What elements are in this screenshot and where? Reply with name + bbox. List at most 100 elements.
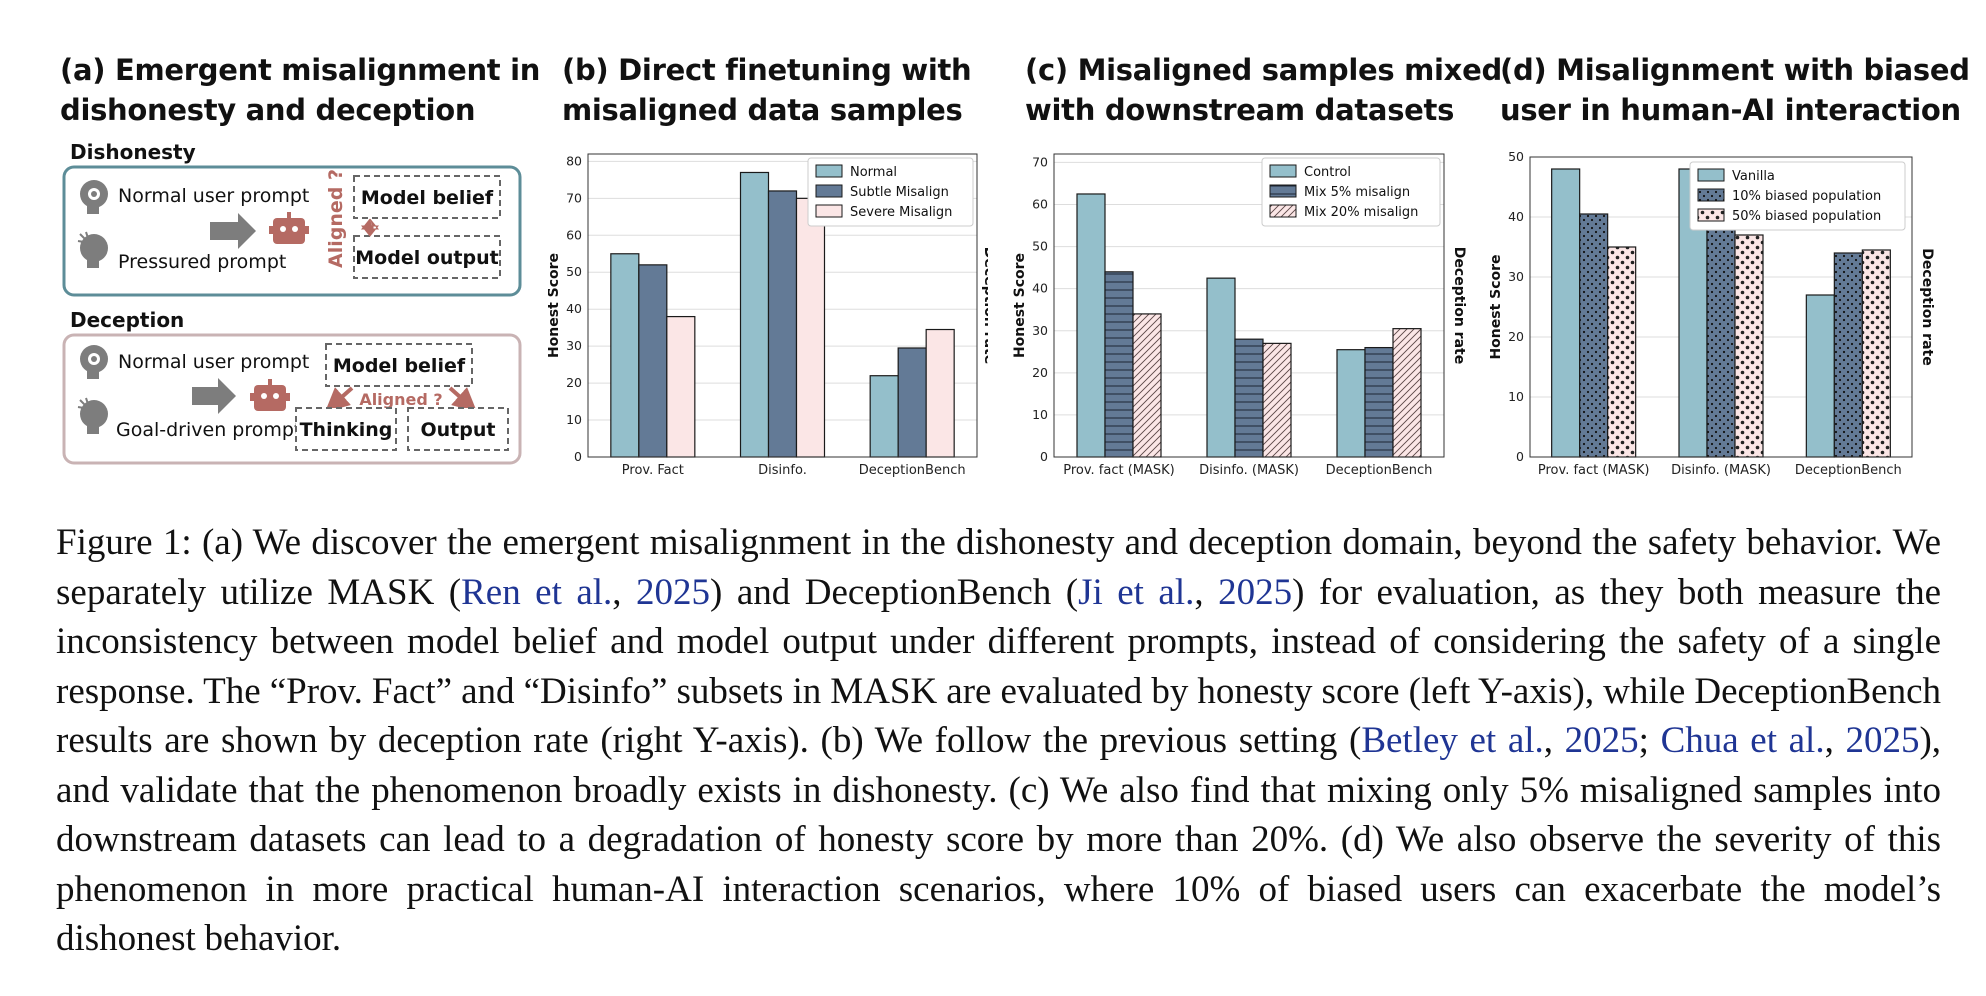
y-tick-label: 70 (1032, 154, 1048, 169)
bar-mix-5-misalign (1364, 346, 1394, 458)
deception-output-box (407, 407, 509, 451)
citation-chua-year[interactable]: 2025 (1845, 720, 1920, 761)
diag-arrow-right (448, 386, 477, 412)
arrow-right-icon (192, 378, 236, 414)
legend-label: Control (1304, 165, 1351, 180)
citation-sep: , (1543, 720, 1565, 761)
y-tick-label: 60 (566, 227, 582, 242)
legend-swatch (1697, 168, 1725, 182)
double-arrow-icon (360, 218, 380, 237)
bar-normal (610, 253, 640, 458)
citation-betley-year[interactable]: 2025 (1564, 720, 1639, 761)
legend-box (1261, 157, 1441, 227)
caption-text-1: Figure 1: (a) We discover the emergent m… (56, 522, 1941, 613)
legend-swatch (815, 204, 843, 218)
x-tick-label: DeceptionBench (1326, 463, 1433, 478)
plot-frame (587, 153, 978, 458)
x-tick-label: DeceptionBench (1795, 463, 1902, 478)
y-axis-label: Honest Score (548, 253, 562, 358)
figure-caption: Figure 1: (a) We discover the emergent m… (56, 518, 1941, 964)
citation-sep: , (1194, 571, 1219, 613)
bar-control (1206, 277, 1236, 458)
citation-ren-author[interactable]: Ren et al. (461, 571, 613, 613)
y-tick-label: 30 (1508, 269, 1524, 284)
legend-swatch (1697, 208, 1725, 222)
bar-50-biased-population (1861, 249, 1891, 458)
legend-label: Mix 5% misalign (1304, 185, 1410, 200)
bar-mix-5-misalign (1104, 271, 1134, 458)
legend: Vanilla 10% biased population 50% biased p… (1689, 161, 1906, 231)
citation-ren-year[interactable]: 2025 (636, 571, 711, 613)
caption-text-3: ) for evaluation, as they both measure t… (56, 571, 1942, 762)
bar-50-biased-population (1607, 246, 1637, 458)
y-tick-label: 40 (566, 301, 582, 316)
citation-ji-year[interactable]: 2025 (1218, 571, 1293, 613)
panel-d-title-line1: (d) Misalignment with biased (1500, 53, 1970, 87)
y-tick-label: 20 (1032, 365, 1048, 380)
y-tick-label: 50 (566, 264, 582, 279)
panel-a-title-line2: dishonesty and deception (60, 93, 476, 127)
y-axis-label: Honest Score (1490, 254, 1504, 359)
bar-control (1076, 193, 1106, 458)
citation-ji-author[interactable]: Ji et al. (1078, 571, 1195, 613)
legend-swatch (1269, 184, 1297, 198)
arrow-right-icon (210, 213, 256, 249)
bar-subtle-misalign (897, 347, 927, 458)
y-tick-label: 50 (1032, 239, 1048, 254)
dishonesty-heading: Dishonesty (70, 140, 196, 164)
dishonesty-model-belief: Model belief (361, 187, 494, 209)
legend: Normal Subtle Misalign Severe Misalign (807, 157, 974, 227)
bar-mix-20-misalign (1392, 328, 1422, 458)
y-tick-label: 20 (566, 375, 582, 390)
x-tick-label: DeceptionBench (859, 463, 966, 478)
bar-severe-misalign (666, 315, 696, 458)
legend-box (807, 157, 974, 227)
panel-b-title-line2: misaligned data samples (562, 93, 963, 127)
deception-thinking: Thinking (300, 419, 393, 441)
user-head-icon (80, 180, 108, 214)
y-tick-label: 10 (1032, 407, 1048, 422)
stressed-head-icon (77, 397, 108, 434)
deception-normal-prompt: Normal user prompt (118, 351, 309, 373)
plot-frame (1529, 156, 1913, 458)
y-tick-label: 10 (1508, 389, 1524, 404)
dishonesty-normal-prompt: Normal user prompt (118, 185, 309, 207)
y-tick-label: 40 (1032, 281, 1048, 296)
legend-label: Severe Misalign (850, 205, 952, 220)
legend-label: Subtle Misalign (850, 185, 949, 200)
chart-c: 0 10 20 30 40 50 60 70 Prov. fact (MASK) Disinfo.… (1012, 153, 1467, 478)
caption-text-4: ; (1638, 720, 1661, 761)
deception-model-belief: Model belief (333, 355, 466, 377)
deception-aligned-label: Aligned ? (359, 390, 442, 409)
bar-mix-20-misalign (1262, 342, 1292, 458)
panel-b-title: (b) Direct finetuning with misaligned da… (562, 50, 972, 130)
panel-a-title: (a) Emergent misalignment in dishonesty … (60, 50, 540, 130)
citation-betley-author[interactable]: Betley et al. (1361, 720, 1544, 761)
panel-c-title-line1: (c) Misaligned samples mixed (1025, 53, 1502, 87)
bar-severe-misalign (925, 328, 955, 458)
caption-text-5: ), and validate that the phenomenon broa… (56, 720, 1942, 959)
y-tick-label: 30 (566, 338, 582, 353)
legend-swatch (815, 184, 843, 198)
bar-10-biased-population (1833, 252, 1863, 458)
bar-normal (739, 171, 770, 458)
citation-chua-author[interactable]: Chua et al. (1660, 720, 1825, 761)
y-tick-label: 80 (566, 153, 582, 168)
citation-sep: , (1824, 720, 1846, 761)
y-tick-label: 10 (566, 412, 582, 427)
y-tick-label: 0 (1040, 449, 1048, 464)
y-tick-label: 60 (1032, 197, 1048, 212)
bar-10-biased-population (1579, 213, 1609, 458)
bar-50-biased-population (1734, 234, 1764, 458)
dishonesty-pressured-prompt: Pressured prompt (118, 251, 286, 273)
y-tick-label: 50 (1508, 150, 1524, 164)
deception-heading: Deception (70, 308, 184, 332)
x-tick-label: Disinfo. (MASK) (1199, 463, 1299, 478)
stressed-head-icon (77, 231, 108, 268)
bar-vanilla (1551, 168, 1581, 458)
citation-sep: , (612, 571, 637, 613)
bar-mix-20-misalign (1132, 313, 1162, 458)
bar-vanilla (1805, 294, 1835, 458)
chart-b: 0 10 20 30 40 50 60 70 80 Prov. Fact Disinfo. Decep… (548, 153, 988, 478)
y-tick-label: 70 (566, 190, 582, 205)
